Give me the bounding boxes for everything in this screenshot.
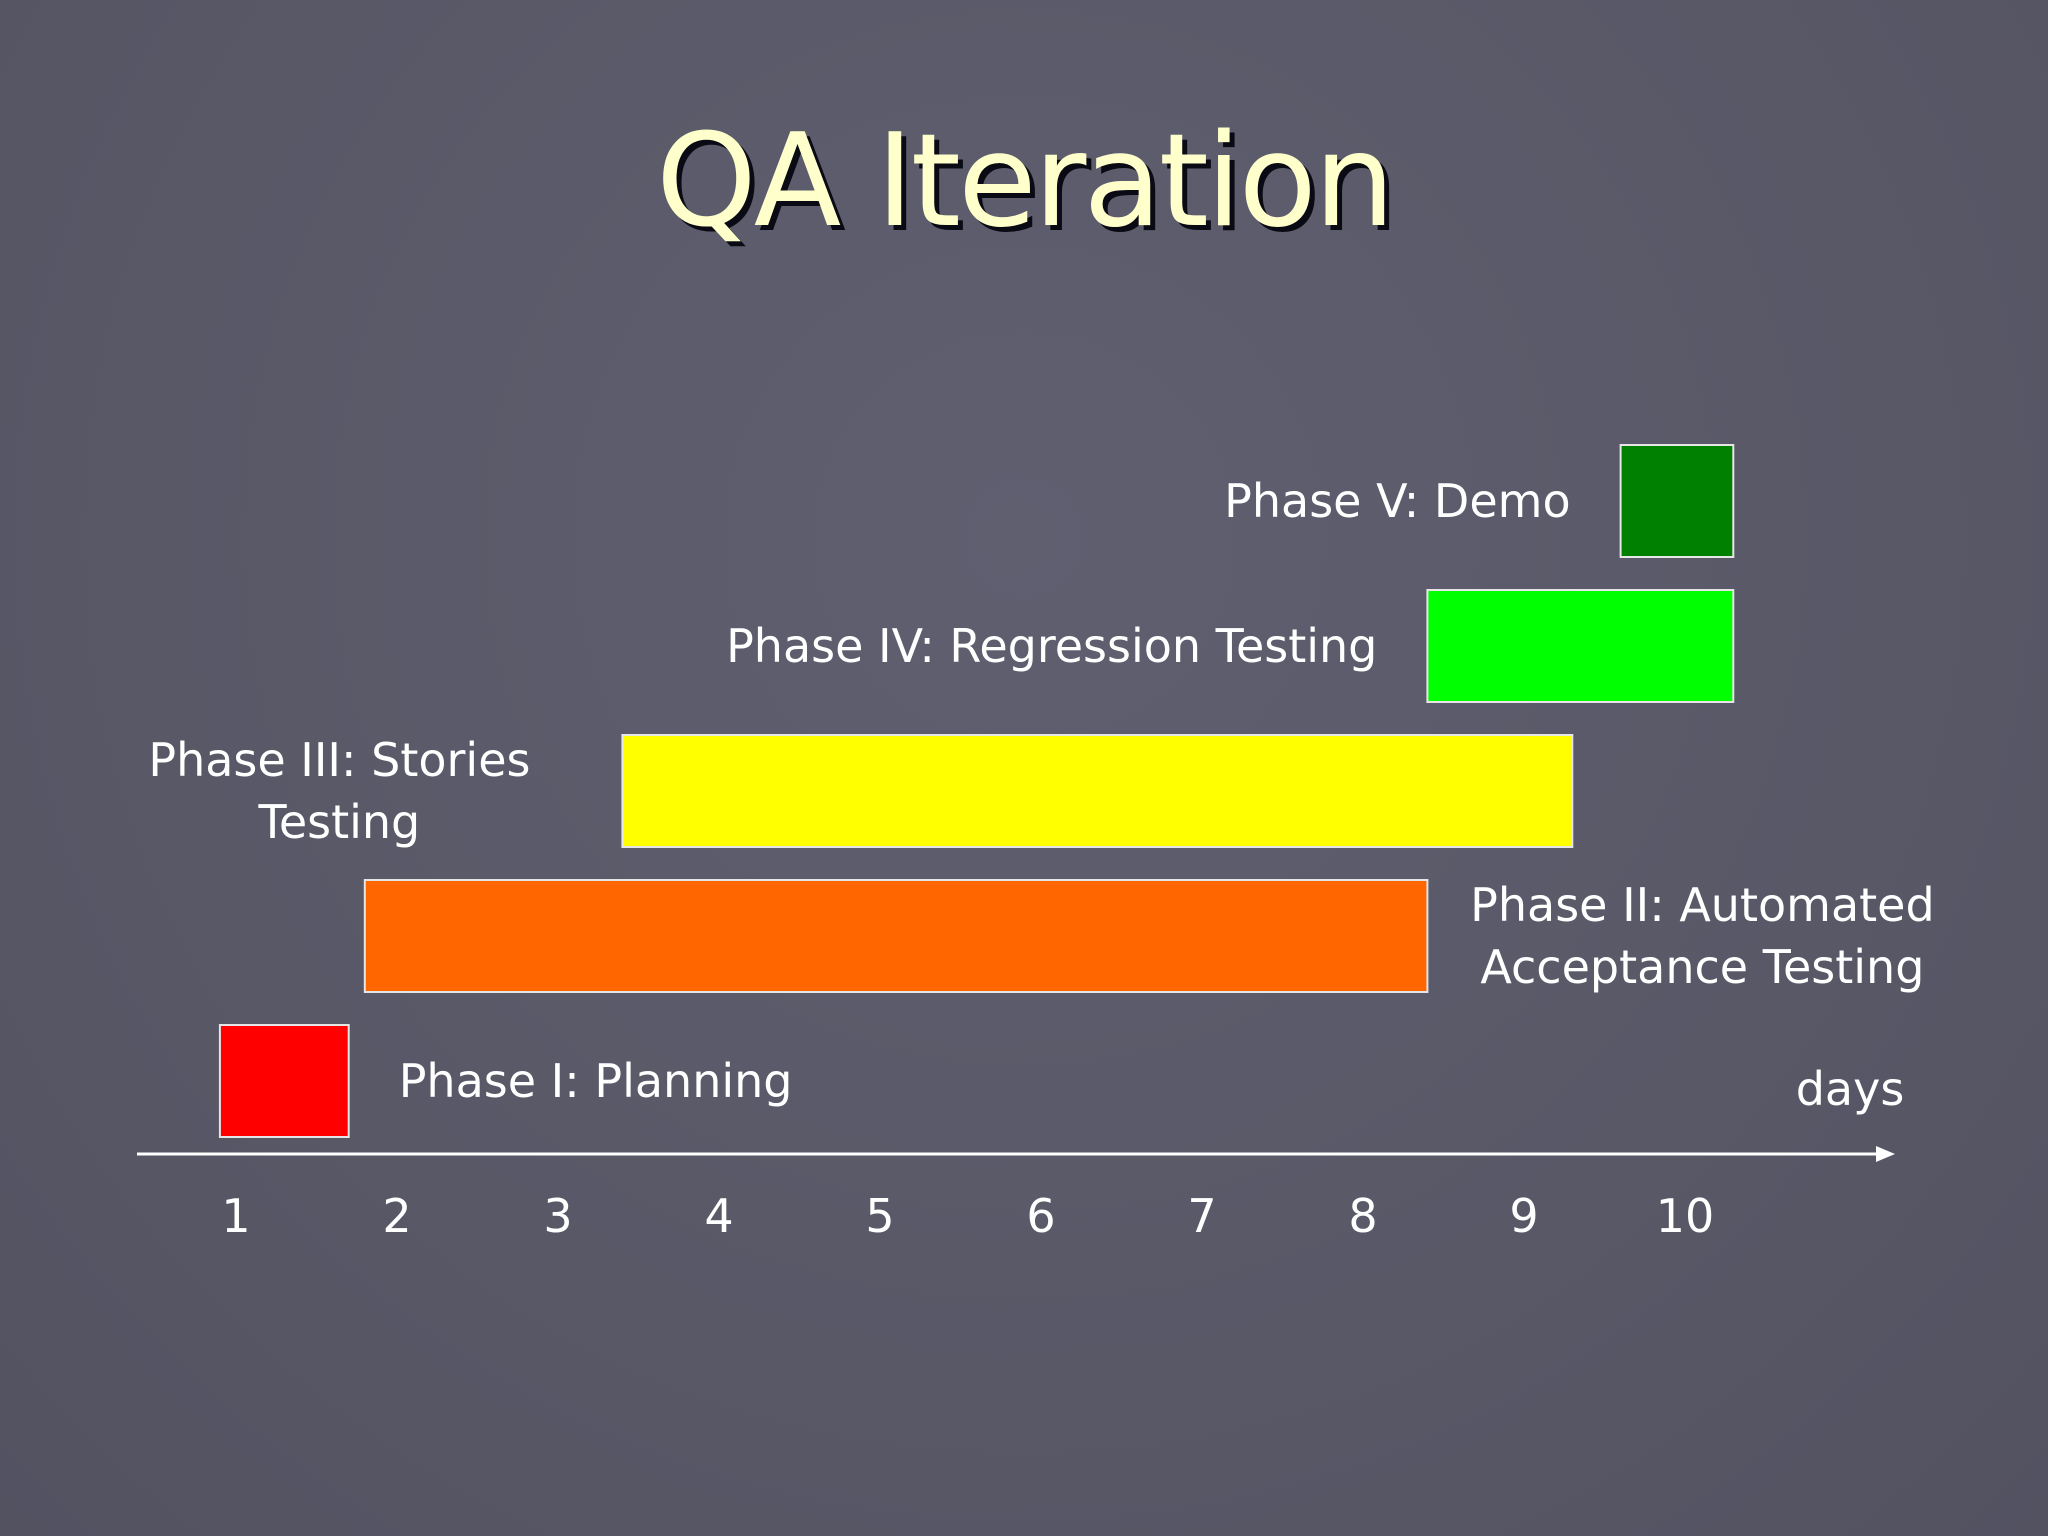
x-tick-label: 2 [382,1189,411,1243]
gantt-bar [218,1024,350,1138]
x-tick-label: 10 [1656,1189,1715,1243]
x-tick-label: 6 [1026,1189,1055,1243]
x-tick-label: 8 [1348,1189,1377,1243]
gantt-bar [363,879,1429,993]
gantt-task-label: Phase III: Stories [148,733,530,787]
gantt-task-label: Phase II: Automated [1470,878,1935,932]
x-tick-label: 1 [221,1189,250,1243]
gantt-task-label: Acceptance Testing [1480,940,1924,994]
gantt-bar [1619,444,1735,558]
x-axis-label: days [1796,1062,1905,1116]
gantt-bar [1426,589,1735,703]
gantt-task-label: Phase V: Demo [1224,474,1570,528]
gantt-bar [621,734,1574,848]
gantt-task-label: Phase I: Planning [399,1054,793,1108]
x-tick-label: 9 [1509,1189,1538,1243]
slide-title: QA Iteration [656,107,1395,256]
x-tick-label: 5 [865,1189,894,1243]
x-tick-label: 4 [704,1189,733,1243]
x-axis-arrow [1876,1146,1895,1162]
gantt-task-label: Phase IV: Regression Testing [726,619,1377,673]
x-tick-label: 7 [1187,1189,1216,1243]
x-tick-label: 3 [543,1189,572,1243]
gantt-task-label: Testing [258,795,421,849]
